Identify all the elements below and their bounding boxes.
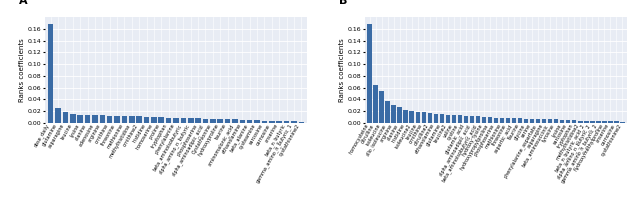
Bar <box>298 122 304 123</box>
Text: A: A <box>19 0 27 6</box>
Bar <box>136 116 142 123</box>
Bar <box>77 115 83 123</box>
Bar <box>247 120 252 123</box>
Bar <box>463 116 468 123</box>
Bar <box>380 91 384 123</box>
Bar <box>159 117 164 123</box>
Bar <box>166 118 172 123</box>
Bar <box>524 119 529 123</box>
Bar <box>48 24 54 123</box>
Bar <box>225 119 230 123</box>
Bar <box>506 118 510 123</box>
Bar <box>584 121 589 123</box>
Bar <box>173 118 179 123</box>
Bar <box>151 117 157 123</box>
Bar <box>428 113 432 123</box>
Bar <box>493 118 499 123</box>
Bar <box>620 122 625 123</box>
Bar <box>203 119 208 123</box>
Bar <box>433 114 438 123</box>
Bar <box>445 115 450 123</box>
Bar <box>291 121 297 123</box>
Bar <box>195 118 201 123</box>
Bar <box>548 119 552 123</box>
Bar <box>578 121 582 123</box>
Bar <box>452 115 456 123</box>
Y-axis label: Ranks coefficients: Ranks coefficients <box>19 38 25 102</box>
Bar <box>70 114 76 123</box>
Bar <box>542 119 547 123</box>
Bar <box>518 118 522 123</box>
Bar <box>107 116 113 123</box>
Bar <box>63 112 68 123</box>
Bar <box>403 110 408 123</box>
Bar <box>602 121 607 123</box>
Bar <box>410 111 414 123</box>
Bar <box>608 121 612 123</box>
Bar <box>596 121 600 123</box>
Bar <box>276 121 282 123</box>
Bar <box>500 118 504 123</box>
Bar <box>55 108 61 123</box>
Bar <box>239 120 245 123</box>
Bar <box>458 115 462 123</box>
Bar <box>269 121 275 123</box>
Bar <box>129 116 134 123</box>
Bar <box>144 117 149 123</box>
Bar <box>367 24 372 123</box>
Bar <box>188 118 193 123</box>
Bar <box>397 107 402 123</box>
Bar <box>284 121 289 123</box>
Bar <box>590 121 595 123</box>
Text: B: B <box>339 0 347 6</box>
Bar <box>115 116 120 123</box>
Bar <box>482 117 486 123</box>
Bar <box>84 115 90 123</box>
Bar <box>554 119 559 123</box>
Bar <box>254 120 260 123</box>
Bar <box>122 116 127 123</box>
Bar <box>614 121 619 123</box>
Bar <box>476 116 480 123</box>
Bar <box>440 114 444 123</box>
Bar <box>232 119 237 123</box>
Bar <box>488 117 492 123</box>
Bar <box>536 119 540 123</box>
Bar <box>572 120 577 123</box>
Bar <box>566 120 570 123</box>
Bar <box>210 119 216 123</box>
Bar <box>262 121 268 123</box>
Bar <box>373 85 378 123</box>
Bar <box>560 120 564 123</box>
Bar <box>422 112 426 123</box>
Bar <box>512 118 516 123</box>
Bar <box>100 115 105 123</box>
Bar <box>92 115 98 123</box>
Bar <box>392 105 396 123</box>
Bar <box>218 119 223 123</box>
Bar <box>385 100 390 123</box>
Bar <box>530 119 534 123</box>
Bar <box>180 118 186 123</box>
Bar <box>470 116 474 123</box>
Bar <box>415 112 420 123</box>
Y-axis label: Ranks coefficients: Ranks coefficients <box>339 38 345 102</box>
